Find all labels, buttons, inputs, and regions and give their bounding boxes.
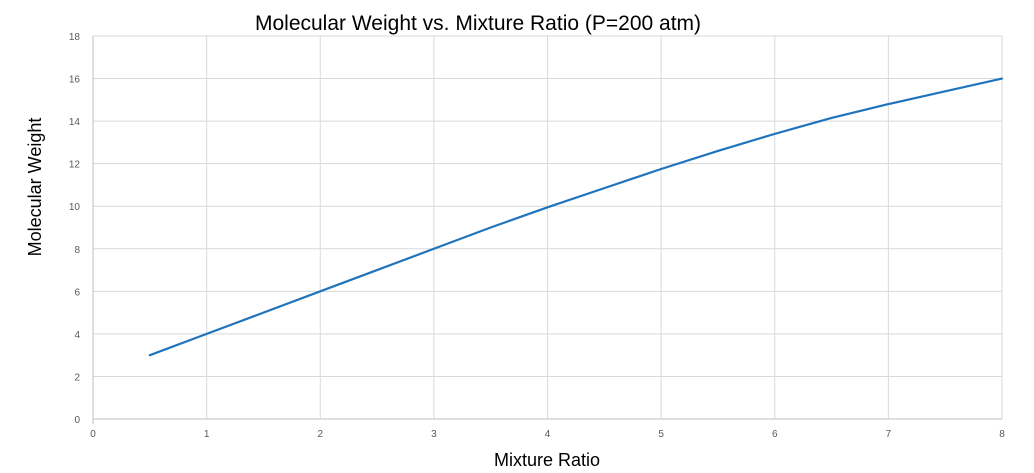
x-tick-label: 2 (317, 429, 323, 440)
series-line (148, 77, 1004, 357)
x-tick-label: 5 (658, 429, 664, 440)
y-tick-label: 6 (74, 287, 80, 298)
y-tick-label: 16 (69, 75, 81, 86)
y-tick-label: 8 (74, 245, 80, 256)
series-layer (148, 77, 1004, 357)
y-tick-label: 2 (74, 372, 80, 383)
y-tick-label: 14 (69, 117, 81, 128)
x-tick-label: 4 (545, 429, 551, 440)
x-tick-labels: 0 1 2 3 4 5 6 7 8 (90, 429, 1005, 440)
y-tick-labels: 0 2 4 6 8 10 12 14 16 18 (69, 32, 81, 426)
y-tick-label: 12 (69, 160, 81, 171)
y-tick-label: 0 (74, 415, 80, 426)
y-tick-label: 18 (69, 32, 81, 43)
x-tick-label: 0 (90, 429, 96, 440)
x-axis-title: Mixture Ratio (494, 450, 600, 470)
x-tick-label: 8 (999, 429, 1005, 440)
chart-title: Molecular Weight vs. Mixture Ratio (P=20… (255, 12, 701, 35)
x-tick-label: 7 (886, 429, 892, 440)
y-tick-label: 4 (74, 330, 80, 341)
x-tick-label: 3 (431, 429, 437, 440)
y-axis-title: Molecular Weight (25, 118, 45, 257)
y-tick-label: 10 (69, 202, 81, 213)
gridlines (92, 35, 1003, 424)
x-tick-label: 6 (772, 429, 778, 440)
x-tick-label: 1 (204, 429, 210, 440)
